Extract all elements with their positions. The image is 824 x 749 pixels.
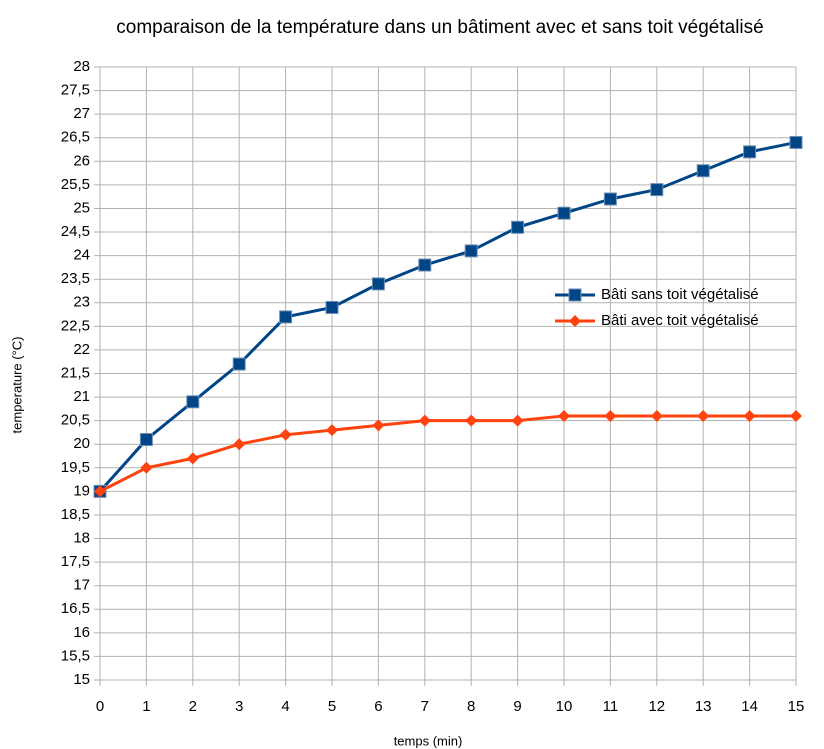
- marker: [139, 433, 153, 447]
- marker: [604, 409, 617, 422]
- marker: [94, 485, 106, 498]
- y-tick-label: 18: [73, 530, 90, 547]
- y-tick-label: 20,5: [61, 412, 90, 429]
- marker: [568, 288, 582, 302]
- marker: [418, 414, 431, 427]
- y-tick-label: 15,5: [61, 647, 90, 664]
- marker: [650, 183, 664, 197]
- y-axis-label: temperature (°C): [9, 337, 24, 434]
- y-tick-label: 26,5: [61, 129, 90, 146]
- marker: [743, 145, 757, 159]
- y-tick-label: 27,5: [61, 82, 90, 99]
- marker: [279, 428, 292, 441]
- y-tick-label: 18,5: [61, 506, 90, 523]
- chart-title: comparaison de la température dans un bâ…: [116, 17, 763, 38]
- marker: [326, 424, 338, 437]
- y-tick-label: 21,5: [61, 364, 90, 381]
- marker: [186, 395, 200, 409]
- marker: [743, 409, 756, 422]
- y-tick-label: 22,5: [61, 317, 90, 334]
- x-tick-label: 13: [695, 698, 712, 715]
- marker: [789, 135, 803, 149]
- y-tick-label: 25: [73, 199, 90, 216]
- marker: [558, 409, 570, 422]
- x-tick-label: 6: [374, 698, 382, 715]
- y-tick-label: 28: [73, 58, 90, 75]
- x-axis-label: temps (min): [394, 733, 463, 748]
- marker: [232, 357, 246, 371]
- marker: [140, 461, 153, 474]
- marker: [696, 164, 710, 178]
- x-tick-label: 7: [421, 698, 429, 715]
- y-tick-label: 24,5: [61, 223, 90, 240]
- marker: [418, 258, 432, 272]
- marker: [371, 277, 385, 291]
- marker: [325, 300, 339, 314]
- x-tick-label: 3: [235, 698, 243, 715]
- x-tick-label: 5: [328, 698, 336, 715]
- y-tick-label: 17: [73, 577, 90, 594]
- x-tick-label: 8: [467, 698, 475, 715]
- marker: [511, 414, 524, 427]
- y-tick-label: 27: [73, 105, 90, 122]
- y-tick-label: 19,5: [61, 459, 90, 476]
- x-tick-label: 4: [281, 698, 289, 715]
- y-tick-label: 25,5: [61, 176, 90, 193]
- marker: [650, 409, 663, 422]
- x-tick-label: 1: [142, 698, 150, 715]
- y-tick-label: 22: [73, 341, 90, 358]
- x-tick-label: 11: [603, 698, 619, 715]
- marker: [569, 315, 581, 327]
- y-tick-label: 17,5: [61, 553, 90, 570]
- y-tick-label: 26: [73, 152, 90, 169]
- legend-label: Bâti sans toit végétalisé: [601, 286, 759, 303]
- marker: [697, 409, 710, 422]
- marker: [186, 452, 199, 465]
- x-tick-label: 15: [788, 698, 805, 715]
- marker: [511, 220, 525, 234]
- y-tick-label: 16,5: [61, 600, 90, 617]
- x-tick-label: 9: [513, 698, 521, 715]
- marker: [279, 310, 293, 324]
- marker: [790, 409, 802, 422]
- x-tick-label: 10: [556, 698, 573, 715]
- y-tick-label: 20: [73, 435, 90, 452]
- y-tick-label: 23,5: [61, 270, 90, 287]
- marker: [372, 419, 385, 432]
- x-tick-label: 14: [741, 698, 758, 715]
- x-tick-label: 12: [648, 698, 665, 715]
- series-line: [98, 140, 797, 493]
- x-tick-label: 0: [96, 698, 104, 715]
- x-tick-label: 2: [189, 698, 197, 715]
- marker: [557, 206, 571, 220]
- marker: [233, 438, 246, 451]
- y-tick-label: 15: [73, 671, 90, 688]
- marker: [464, 244, 478, 258]
- y-tick-label: 19: [73, 482, 90, 499]
- marker: [465, 414, 478, 427]
- y-tick-label: 24: [73, 247, 90, 264]
- legend-label: Bâti avec toit végétalisé: [601, 312, 759, 329]
- y-tick-label: 21: [73, 388, 90, 405]
- y-tick-label: 16: [73, 624, 90, 641]
- series-line: [99, 414, 796, 493]
- marker: [603, 192, 617, 206]
- y-tick-label: 23: [73, 294, 90, 311]
